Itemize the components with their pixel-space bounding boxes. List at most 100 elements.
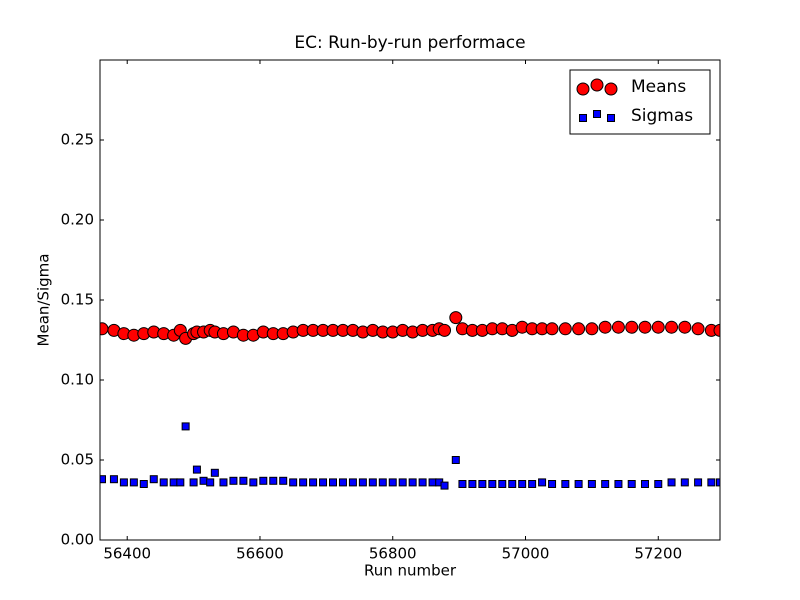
point xyxy=(665,320,679,334)
point xyxy=(289,478,298,487)
y-tick-label: 0.15 xyxy=(61,291,94,309)
point xyxy=(638,320,652,334)
x-tick-label: 57000 xyxy=(502,545,550,563)
point xyxy=(691,322,705,336)
point xyxy=(259,476,268,485)
y-tick-label: 0.05 xyxy=(61,451,94,469)
point xyxy=(319,478,328,487)
legend-label: Sigmas xyxy=(631,106,693,126)
point xyxy=(601,480,610,488)
point xyxy=(348,478,357,487)
legend-label: Means xyxy=(631,77,686,97)
point xyxy=(590,78,604,92)
point xyxy=(269,476,278,485)
legend-marker xyxy=(579,110,615,122)
chart-title: EC: Run-by-run performace xyxy=(294,33,525,53)
point xyxy=(468,480,477,488)
point xyxy=(239,476,248,485)
y-tick-label: 0.25 xyxy=(61,131,94,149)
point xyxy=(458,480,467,488)
point xyxy=(428,478,437,487)
point xyxy=(508,480,517,488)
point xyxy=(651,320,665,334)
point xyxy=(593,110,601,118)
point xyxy=(678,320,692,334)
point xyxy=(607,114,615,122)
point xyxy=(611,320,625,334)
point xyxy=(604,82,618,96)
point xyxy=(707,478,716,487)
point xyxy=(206,478,215,487)
point xyxy=(451,456,460,464)
point xyxy=(579,114,587,122)
point xyxy=(139,480,148,488)
point xyxy=(109,475,118,484)
point xyxy=(181,422,190,431)
point xyxy=(528,480,537,488)
point xyxy=(667,478,676,487)
point xyxy=(100,475,106,484)
point xyxy=(627,480,636,488)
plot-points xyxy=(100,311,720,490)
point xyxy=(438,323,452,337)
point xyxy=(368,478,377,487)
point xyxy=(498,480,507,488)
point xyxy=(561,480,570,488)
point xyxy=(219,478,228,487)
point xyxy=(449,311,463,325)
point xyxy=(169,478,178,487)
x-tick-label: 56400 xyxy=(103,545,151,563)
legend-marker xyxy=(576,78,618,96)
point xyxy=(388,478,397,487)
point xyxy=(558,322,572,336)
point xyxy=(199,476,208,485)
point xyxy=(576,82,590,96)
x-tick-label: 57200 xyxy=(634,545,682,563)
y-tick-label: 0.20 xyxy=(61,211,94,229)
point xyxy=(545,322,559,336)
point xyxy=(572,322,586,336)
point xyxy=(518,480,527,488)
point xyxy=(279,476,288,485)
point xyxy=(585,322,599,336)
point xyxy=(716,478,720,487)
point xyxy=(119,478,128,487)
y-axis-label: Mean/Sigma xyxy=(35,254,53,347)
x-tick-label: 56600 xyxy=(236,545,284,563)
point xyxy=(440,481,449,490)
y-tick-label: 0.10 xyxy=(61,371,94,389)
point xyxy=(192,465,201,474)
point xyxy=(299,478,308,487)
point xyxy=(680,478,689,487)
point xyxy=(488,480,497,488)
point xyxy=(478,480,487,488)
point xyxy=(408,478,417,487)
point xyxy=(574,480,583,488)
point xyxy=(598,320,612,334)
point xyxy=(625,320,639,334)
x-axis-label: Run number xyxy=(364,562,457,580)
point xyxy=(418,478,427,487)
point xyxy=(338,478,347,487)
point xyxy=(358,478,367,487)
point xyxy=(210,468,219,477)
x-tick-label: 56800 xyxy=(369,545,417,563)
point xyxy=(640,480,649,488)
point xyxy=(713,323,720,337)
point xyxy=(229,476,238,485)
point xyxy=(176,478,185,487)
point xyxy=(189,478,198,487)
point xyxy=(398,478,407,487)
point xyxy=(129,478,138,487)
point xyxy=(309,478,318,487)
point xyxy=(378,478,387,487)
point xyxy=(328,478,337,487)
point xyxy=(249,478,258,487)
point xyxy=(694,478,703,487)
point xyxy=(149,475,158,484)
point xyxy=(614,480,623,488)
point xyxy=(654,480,663,488)
point xyxy=(587,480,596,488)
